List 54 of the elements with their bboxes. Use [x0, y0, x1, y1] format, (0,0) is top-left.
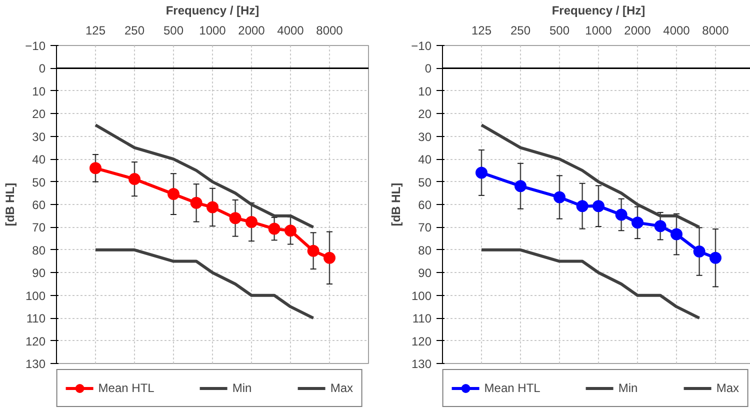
y-tick-label: 80 — [418, 243, 432, 258]
x-tick-label: 250 — [510, 24, 531, 38]
y-tick-label: 110 — [26, 312, 46, 326]
y-tick-label: 30 — [32, 130, 46, 144]
x-tick-label: 500 — [163, 24, 184, 38]
y-tick-label: −10 — [411, 39, 432, 53]
legend-label: Mean HTL — [98, 381, 154, 395]
y-tick-label: 20 — [32, 107, 46, 122]
y-tick-label: 120 — [25, 334, 46, 348]
y-tick-label: 110 — [412, 312, 432, 326]
y-tick-label: 40 — [418, 152, 432, 167]
x-tick-label: 1000 — [585, 24, 612, 38]
y-tick-label: 40 — [32, 152, 46, 167]
y-tick-label: 90 — [418, 266, 432, 280]
x-tick-label: 4000 — [277, 24, 304, 38]
y-tick-label: 0 — [38, 62, 46, 76]
y-tick-label: 90 — [32, 266, 46, 280]
y-tick-label: 70 — [418, 220, 432, 235]
x-tick-label: 1000 — [199, 24, 226, 38]
y-tick-label: 100 — [411, 288, 432, 303]
y-tick-label: −10 — [25, 39, 46, 53]
y-tick-label: 50 — [32, 175, 46, 190]
legend-label: Mean HTL — [484, 381, 540, 395]
y-tick-label: 10 — [32, 84, 46, 98]
x-tick-label: 8000 — [316, 24, 344, 38]
y-axis-title: [dB HL] — [389, 182, 404, 226]
y-tick-label: 50 — [418, 175, 432, 190]
x-tick-label: 2000 — [624, 24, 652, 38]
x-tick-label: 500 — [549, 24, 570, 38]
x-tick-label: 8000 — [702, 24, 730, 38]
y-tick-label: 10 — [418, 84, 432, 98]
y-tick-label: 60 — [32, 198, 46, 212]
y-tick-label: 130 — [411, 357, 432, 371]
y-tick-label: 100 — [25, 288, 46, 303]
y-tick-label: 20 — [418, 107, 432, 122]
y-tick-label: 70 — [32, 220, 46, 235]
x-axis-title: Frequency / [Hz] — [552, 4, 646, 18]
legend-label: Max — [716, 381, 739, 395]
x-tick-label: 125 — [85, 24, 106, 38]
y-tick-label: 30 — [418, 130, 432, 144]
x-tick-label: 250 — [124, 24, 145, 38]
y-tick-label: 0 — [424, 62, 432, 76]
y-axis-title: [dB HL] — [3, 182, 18, 226]
x-tick-label: 2000 — [238, 24, 266, 38]
x-tick-label: 4000 — [663, 24, 690, 38]
y-tick-label: 80 — [32, 243, 46, 258]
y-tick-label: 120 — [411, 334, 432, 348]
x-tick-label: 125 — [471, 24, 492, 38]
legend-label: Min — [618, 381, 638, 395]
legend-label: Min — [232, 381, 252, 395]
legend-label: Max — [330, 381, 353, 395]
y-tick-label: 60 — [418, 198, 432, 212]
x-axis-title: Frequency / [Hz] — [166, 4, 260, 18]
y-tick-label: 130 — [25, 357, 46, 371]
